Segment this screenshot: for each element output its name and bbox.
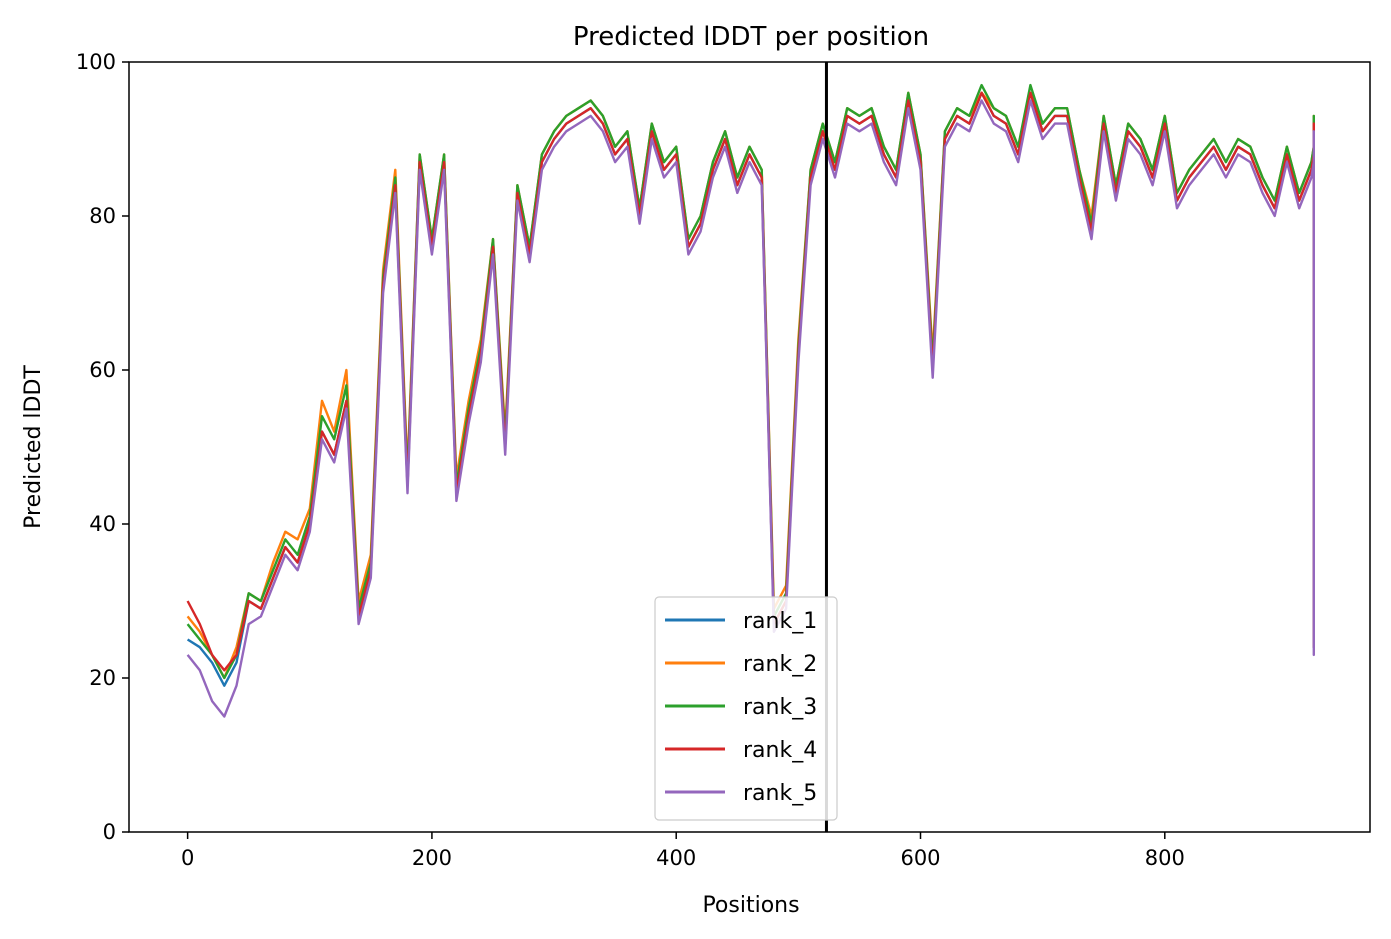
plot-frame: [128, 61, 1371, 833]
legend-label-rank_1: rank_1: [743, 609, 817, 634]
y-tick-label: 0: [103, 820, 116, 844]
x-axis-label: Positions: [702, 893, 799, 918]
x-tick-label: 800: [1145, 846, 1185, 870]
x-tick-label: 600: [900, 846, 940, 870]
legend-label-rank_2: rank_2: [743, 652, 817, 677]
legend: rank_1 rank_2 rank_3 rank_4 rank_5: [654, 596, 838, 821]
legend-label-rank_4: rank_4: [743, 738, 817, 763]
x-axis-ticks: 0 200 400 600 800: [181, 832, 1185, 870]
x-tick-label: 400: [656, 846, 696, 870]
chart-title: Predicted lDDT per position: [573, 22, 929, 52]
y-tick-label: 20: [89, 666, 116, 690]
x-tick-label: 200: [412, 846, 452, 870]
y-tick-label: 80: [89, 204, 116, 228]
series-line-rank_5: [186, 99, 1316, 718]
y-tick-label: 100: [76, 50, 116, 74]
y-axis-label: Predicted lDDT: [21, 365, 46, 529]
series-layer: [186, 83, 1316, 718]
x-tick-label: 0: [181, 846, 194, 870]
y-axis-ticks: 0 20 40 60 80 100: [76, 50, 129, 844]
legend-label-rank_3: rank_3: [743, 695, 817, 720]
y-tick-label: 60: [89, 358, 116, 382]
legend-box: [654, 596, 838, 821]
y-tick-label: 40: [89, 512, 116, 536]
legend-label-rank_5: rank_5: [743, 781, 817, 806]
